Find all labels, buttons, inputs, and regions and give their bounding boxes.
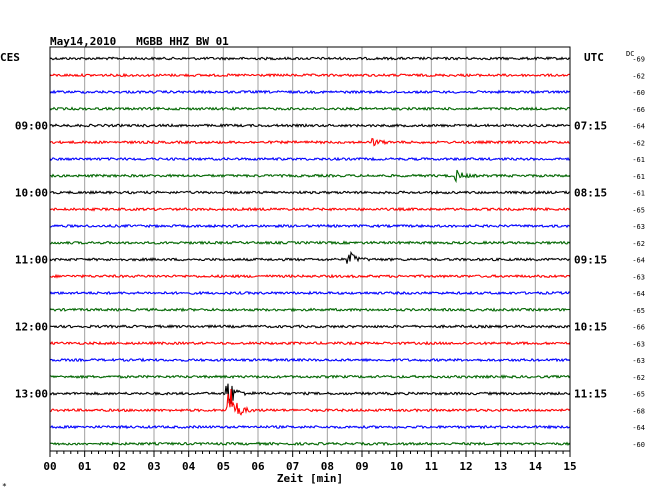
- dc-offset-value: -68: [632, 407, 645, 415]
- trace-row-21: [49, 388, 571, 416]
- right-time-label: 10:15: [574, 321, 607, 334]
- dc-offset-value: -66: [632, 106, 645, 114]
- trace-row-9: [49, 206, 571, 212]
- x-tick-label: 04: [182, 460, 196, 473]
- trace-row-15: [49, 307, 571, 313]
- dc-offset-value: -62: [632, 374, 645, 382]
- x-tick-label: 11: [425, 460, 439, 473]
- x-tick-label: 05: [217, 460, 230, 473]
- trace-row-4: [49, 123, 571, 128]
- trace-row-6: [49, 156, 571, 162]
- x-tick-label: 14: [529, 460, 543, 473]
- dc-offset-value: -64: [632, 424, 645, 432]
- trace-row-5: [49, 137, 571, 147]
- trace-row-0: [49, 56, 571, 61]
- trace-row-19: [49, 374, 571, 380]
- right-time-labels: 07:15 08:15 09:15 10:15 11:15: [574, 120, 607, 401]
- trace-row-13: [49, 273, 571, 279]
- x-tick-label: 13: [494, 460, 507, 473]
- dc-offset-value: -66: [632, 324, 645, 332]
- left-time-label: 12:00: [15, 321, 48, 334]
- trace-row-14: [49, 290, 571, 296]
- trace-row-7: [49, 169, 571, 184]
- trace-row-10: [50, 223, 571, 229]
- dc-offset-value: -63: [632, 223, 645, 231]
- dc-offset-value: -64: [632, 123, 645, 131]
- dc-offset-value: -63: [632, 273, 645, 281]
- left-time-label: 10:00: [15, 187, 48, 200]
- dc-offset-value: -62: [632, 72, 645, 80]
- x-tick-label: 10: [390, 460, 403, 473]
- trace-row-1: [49, 72, 571, 78]
- left-time-labels: 09:00 10:00 11:00 12:00 13:00: [15, 120, 48, 401]
- dc-offset-labels: -69 -62 -60 -66 -64 -62 -61 -61 -61 -65 -63 -62 -64 -…: [632, 56, 645, 449]
- left-time-label: 11:00: [15, 254, 48, 267]
- x-tick-label: 03: [147, 460, 160, 473]
- x-tick-label: 09: [355, 460, 368, 473]
- dc-offset-value: -61: [632, 190, 645, 198]
- x-tick-label: 06: [251, 460, 265, 473]
- trace-row-8: [49, 190, 571, 195]
- right-time-label: 09:15: [574, 254, 607, 267]
- corner-mark: *: [2, 482, 7, 491]
- dc-offset-value: -65: [632, 307, 645, 315]
- dc-offset-value: -61: [632, 156, 645, 164]
- chart-title: May14,2010 MGBB HHZ BW 01: [50, 35, 229, 48]
- trace-row-17: [49, 340, 571, 346]
- trace-row-20: [49, 383, 571, 404]
- x-tick-label: 00: [43, 460, 56, 473]
- left-time-label: 09:00: [15, 120, 48, 133]
- dc-offset-value: -63: [632, 340, 645, 348]
- left-time-label: 13:00: [15, 388, 48, 401]
- dc-offset-value: -69: [632, 56, 645, 64]
- right-time-label: 08:15: [574, 187, 607, 200]
- dc-header-label: DC: [626, 50, 634, 58]
- x-tick-label: 02: [113, 460, 126, 473]
- right-time-label: 07:15: [574, 120, 607, 133]
- dc-offset-value: -60: [632, 441, 645, 449]
- x-tick-label: 08: [321, 460, 334, 473]
- dc-offset-value: -65: [632, 391, 645, 399]
- dc-offset-value: -64: [632, 257, 645, 265]
- trace-row-18: [49, 357, 571, 363]
- x-tick-label: 07: [286, 460, 299, 473]
- dc-offset-value: -60: [632, 89, 645, 97]
- dc-offset-value: -62: [632, 139, 645, 147]
- x-tick-label: 12: [459, 460, 472, 473]
- trace-row-2: [49, 89, 571, 95]
- x-tick-label: 01: [78, 460, 92, 473]
- trace-row-16: [49, 324, 571, 329]
- trace-row-3: [49, 106, 571, 112]
- trace-row-11: [49, 240, 571, 246]
- trace-row-23: [49, 441, 571, 447]
- seismic-traces: [49, 56, 571, 447]
- dc-offset-value: -62: [632, 240, 645, 248]
- left-axis-label: CES: [0, 51, 20, 64]
- dc-offset-value: -61: [632, 173, 645, 181]
- dc-offset-value: -63: [632, 357, 645, 365]
- right-time-label: 11:15: [574, 388, 607, 401]
- dc-offset-value: -64: [632, 290, 645, 298]
- x-axis-ticks: 00 01 02 03 04 05 06 07 08 09 10 11 12 13 14 15: [43, 451, 577, 473]
- trace-row-22: [49, 424, 571, 430]
- plot-frame: [49, 46, 571, 452]
- trace-row-12: [49, 250, 571, 264]
- dc-offset-value: -65: [632, 206, 645, 214]
- chart-grid: [84, 47, 536, 451]
- right-axis-label: UTC: [584, 51, 604, 64]
- x-tick-label: 15: [563, 460, 576, 473]
- x-axis-label: Zeit [min]: [277, 472, 343, 485]
